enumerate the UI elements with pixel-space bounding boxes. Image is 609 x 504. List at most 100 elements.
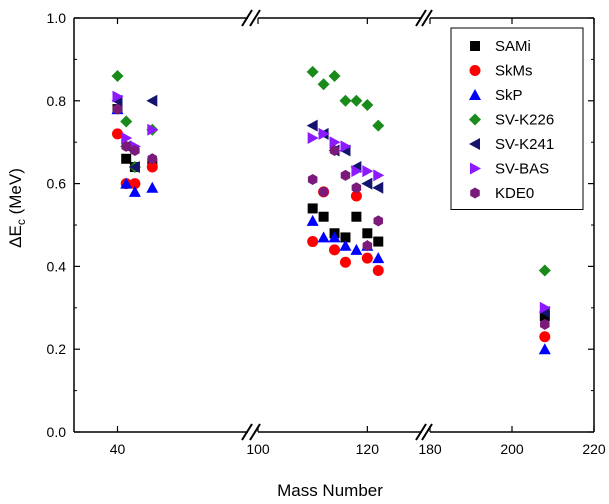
legend-label: KDE0 <box>495 185 534 202</box>
y-axis-title-subscript: c <box>14 219 28 225</box>
legend-label: SV-K241 <box>495 136 554 153</box>
data-point <box>129 178 141 190</box>
data-point <box>112 103 123 115</box>
data-point <box>130 144 140 156</box>
axis-break-slash <box>421 9 433 27</box>
data-point <box>112 128 123 140</box>
x-tick-label: 40 <box>110 441 126 457</box>
y-tick-label: 0.2 <box>47 341 67 357</box>
data-point <box>538 343 551 355</box>
legend-item: SV-K226 <box>469 112 554 129</box>
legend-label: SV-K226 <box>495 112 554 129</box>
data-point <box>373 236 384 247</box>
y-tick-label: 0.6 <box>47 176 67 192</box>
legend-marker <box>470 41 480 51</box>
x-tick-label: 120 <box>356 441 380 457</box>
legend-marker <box>469 113 481 126</box>
data-point <box>329 244 341 256</box>
data-point <box>112 90 124 103</box>
x-axis-title: Mass Number <box>277 481 383 500</box>
data-point <box>361 98 374 111</box>
x-tick-label: 220 <box>582 441 606 457</box>
data-point <box>373 215 384 227</box>
y-axis-title: ΔEc (MeV) <box>6 168 28 248</box>
svg-text:ΔEc (MeV): ΔEc (MeV) <box>6 168 28 248</box>
data-point <box>350 190 362 202</box>
data-point <box>329 136 341 149</box>
legend-item: SkMs <box>469 63 533 80</box>
data-point <box>539 301 551 314</box>
data-point <box>146 94 158 107</box>
legend-marker <box>469 89 481 100</box>
axis-break-slash <box>415 9 427 27</box>
data-point <box>307 132 319 145</box>
data-point <box>372 252 385 264</box>
data-point <box>318 186 329 198</box>
data-point <box>111 69 124 82</box>
series-sv-k226 <box>111 65 551 277</box>
legend-item: SV-BAS <box>470 161 549 178</box>
data-point <box>317 231 330 243</box>
legend-marker <box>470 162 481 175</box>
legend-marker <box>470 187 480 199</box>
data-point <box>307 203 318 214</box>
data-point <box>372 119 385 132</box>
data-point <box>306 119 318 132</box>
data-point <box>372 181 384 194</box>
axis-break-slash <box>415 423 427 441</box>
data-point <box>340 232 351 243</box>
y-axis-title-main: ΔE <box>6 225 25 248</box>
data-point <box>128 185 141 197</box>
data-point <box>329 144 340 156</box>
series-kde0 <box>112 103 550 330</box>
data-point <box>339 239 352 251</box>
data-point <box>351 211 362 222</box>
legend-label: SV-BAS <box>495 161 549 178</box>
legend-item: SkP <box>469 87 523 104</box>
legend-label: SAMi <box>495 38 531 55</box>
data-point <box>317 78 330 91</box>
y-tick-label: 0.0 <box>47 424 67 440</box>
axis-break-slash <box>241 423 253 441</box>
data-point <box>120 115 133 128</box>
data-point <box>361 252 373 264</box>
y-tick-label: 0.4 <box>47 258 67 274</box>
data-point <box>361 177 373 190</box>
data-point <box>328 69 341 82</box>
data-point <box>318 127 330 140</box>
legend-label: SkMs <box>495 63 533 80</box>
data-point <box>351 182 362 194</box>
data-point <box>339 94 352 107</box>
y-axis-title-unit: (MeV) <box>6 168 25 219</box>
legend-marker <box>469 65 481 76</box>
series-sv-bas <box>112 90 551 314</box>
data-point <box>120 177 133 189</box>
data-point <box>540 318 550 330</box>
data-point <box>147 123 159 136</box>
data-point <box>340 169 351 181</box>
data-point <box>362 165 374 178</box>
data-point <box>339 256 351 268</box>
legend-item: SAMi <box>470 38 531 55</box>
series-skms <box>112 128 551 343</box>
data-point <box>306 65 319 78</box>
data-point <box>372 265 384 277</box>
data-point <box>146 161 158 173</box>
x-tick-label: 100 <box>246 441 270 457</box>
data-point <box>318 211 329 222</box>
data-point <box>147 153 158 165</box>
data-point <box>307 173 318 185</box>
data-point <box>538 264 551 277</box>
x-tick-label: 200 <box>500 441 524 457</box>
data-point <box>121 153 132 164</box>
data-point <box>373 169 385 182</box>
data-point <box>350 243 363 255</box>
legend-marker <box>469 138 480 150</box>
data-point <box>350 94 363 107</box>
legend-item: KDE0 <box>470 185 534 202</box>
axis-break-slash <box>249 9 261 27</box>
data-point <box>128 161 140 174</box>
data-point <box>539 311 550 322</box>
